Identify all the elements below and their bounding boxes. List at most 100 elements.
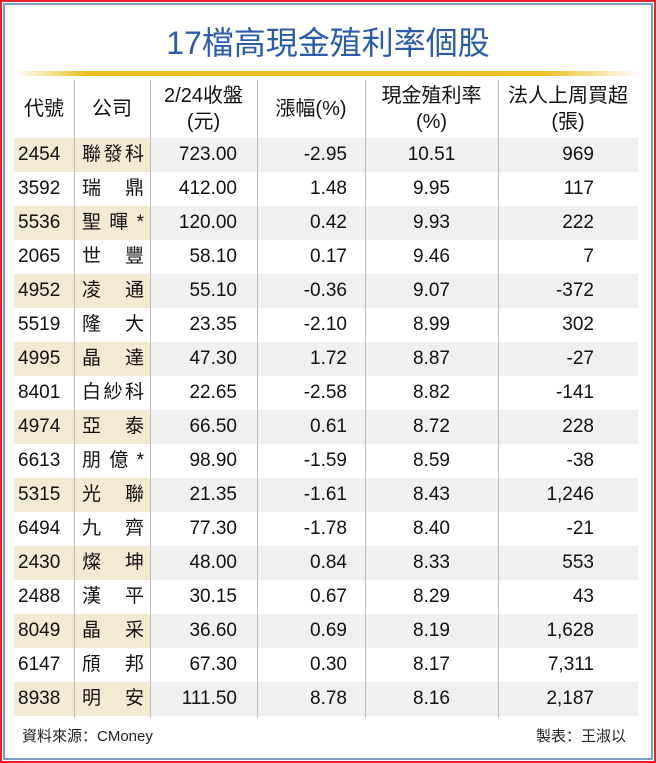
stock-code: 8938 xyxy=(14,682,74,716)
company-name: 漢平 xyxy=(82,586,144,607)
header-label: 2/24收盤 xyxy=(164,85,243,107)
table-row: 8401 白紗科 22.65 -2.58 8.82 -141 xyxy=(14,376,638,410)
table-row: 4995 晶達 47.30 1.72 8.87 -27 xyxy=(14,342,638,376)
cash-yield: 9.95 xyxy=(413,178,450,199)
cash-yield: 8.40 xyxy=(413,518,450,539)
header-close-price: 2/24收盤 (元) xyxy=(150,80,257,138)
stock-code: 6613 xyxy=(18,450,61,471)
price-change: 0.61 xyxy=(310,416,347,437)
stock-code: 6494 xyxy=(18,518,61,539)
price-change: -1.78 xyxy=(303,518,347,539)
stock-code: 5315 xyxy=(14,478,74,512)
institutional-net-buy: -27 xyxy=(566,348,594,369)
cash-yield: 8.82 xyxy=(413,382,450,403)
institutional-net-buy: -21 xyxy=(566,518,594,539)
cash-yield: 8.87 xyxy=(413,348,450,369)
cash-yield: 9.93 xyxy=(413,212,450,233)
close-price: 412.00 xyxy=(178,178,237,199)
price-change: 1.72 xyxy=(310,348,347,369)
cash-yield: 8.99 xyxy=(413,314,450,335)
table-row: 5519 隆大 23.35 -2.10 8.99 302 xyxy=(14,308,638,342)
table-row: 8049 晶采 36.60 0.69 8.19 1,628 xyxy=(14,614,638,648)
company-name: 世豐 xyxy=(82,246,144,267)
institutional-net-buy: 228 xyxy=(562,416,594,437)
table-row: 3592 瑞鼎 412.00 1.48 9.95 117 xyxy=(14,172,638,206)
institutional-net-buy: 1,628 xyxy=(546,620,594,641)
table-row: 5536 聖暉* 120.00 0.42 9.93 222 xyxy=(14,206,638,240)
price-change: -1.61 xyxy=(303,484,347,505)
company-name: 隆大 xyxy=(82,314,144,335)
column-divider xyxy=(365,80,366,718)
close-price: 111.50 xyxy=(181,688,237,709)
close-price: 98.90 xyxy=(189,450,237,471)
table-row: 2430 燦坤 48.00 0.84 8.33 553 xyxy=(14,546,638,580)
cash-yield: 8.59 xyxy=(413,450,450,471)
header-unit: (%) xyxy=(415,111,448,133)
institutional-net-buy: -38 xyxy=(566,450,594,471)
price-change: 0.69 xyxy=(310,620,347,641)
company-name: 聯發科 xyxy=(74,138,150,172)
header-change: 漲幅(%) xyxy=(257,80,365,138)
stock-code: 4952 xyxy=(14,274,74,308)
table-row: 2488 漢平 30.15 0.67 8.29 43 xyxy=(14,580,638,614)
cash-yield: 9.46 xyxy=(413,246,450,267)
header-label: 代號 xyxy=(24,98,64,120)
institutional-net-buy: 302 xyxy=(562,314,594,335)
column-divider xyxy=(74,80,75,718)
cash-yield: 8.19 xyxy=(413,620,450,641)
close-price: 23.35 xyxy=(189,314,237,335)
company-name: 亞泰 xyxy=(74,410,150,444)
gold-divider xyxy=(14,71,640,76)
price-change: 0.84 xyxy=(310,552,347,573)
price-change: -2.95 xyxy=(303,144,347,165)
company-name: 頎邦 xyxy=(82,654,144,675)
cash-yield: 9.07 xyxy=(413,280,450,301)
close-price: 723.00 xyxy=(178,144,237,165)
stock-code: 3592 xyxy=(18,178,61,199)
price-change: 0.67 xyxy=(310,586,347,607)
close-price: 36.60 xyxy=(189,620,237,641)
institutional-net-buy: 2,187 xyxy=(546,688,594,709)
close-price: 47.30 xyxy=(189,348,237,369)
cash-yield: 8.72 xyxy=(413,416,450,437)
company-name: 明安 xyxy=(74,682,150,716)
close-price: 30.15 xyxy=(189,586,237,607)
company-name: 晶采 xyxy=(74,614,150,648)
company-name: 朋億* xyxy=(82,450,144,471)
column-divider xyxy=(498,80,499,718)
table-row: 4952 凌通 55.10 -0.36 9.07 -372 xyxy=(14,274,638,308)
close-price: 22.65 xyxy=(189,382,237,403)
stock-code: 4995 xyxy=(14,342,74,376)
institutional-net-buy: 969 xyxy=(562,144,594,165)
price-change: -2.58 xyxy=(303,382,347,403)
price-change: 8.78 xyxy=(310,688,347,709)
table-body: 2454 聯發科 723.00 -2.95 10.51 969 3592 瑞鼎 412.00 1.… xyxy=(14,138,638,716)
company-name: 九齊 xyxy=(82,518,144,539)
price-change: -2.10 xyxy=(303,314,347,335)
company-name: 光聯 xyxy=(74,478,150,512)
header-company: 公司 xyxy=(74,80,150,138)
close-price: 21.35 xyxy=(189,484,237,505)
header-unit: (元) xyxy=(186,111,221,133)
header-label: 漲幅(%) xyxy=(275,98,347,120)
close-price: 77.30 xyxy=(189,518,237,539)
stock-code: 5519 xyxy=(18,314,61,335)
table-credit: 製表：王淑以 xyxy=(535,728,626,745)
table-title: 17檔高現金殖利率個股 xyxy=(166,25,490,61)
company-name: 燦坤 xyxy=(74,546,150,580)
cash-yield: 8.16 xyxy=(413,688,450,709)
header-unit: (張) xyxy=(551,111,585,133)
header-net-buy: 法人上周買超 (張) xyxy=(498,80,638,138)
price-change: 0.17 xyxy=(310,246,347,267)
stock-code: 8049 xyxy=(14,614,74,648)
company-name: 白紗科 xyxy=(82,382,144,403)
column-divider xyxy=(150,80,151,718)
institutional-net-buy: 7,311 xyxy=(547,654,594,675)
close-price: 55.10 xyxy=(189,280,237,301)
close-price: 58.10 xyxy=(189,246,237,267)
close-price: 120.00 xyxy=(178,212,237,233)
institutional-net-buy: -141 xyxy=(555,382,594,403)
cash-yield: 8.33 xyxy=(413,552,450,573)
institutional-net-buy: 222 xyxy=(562,212,594,233)
data-source: 資料來源：CMoney xyxy=(22,728,153,745)
